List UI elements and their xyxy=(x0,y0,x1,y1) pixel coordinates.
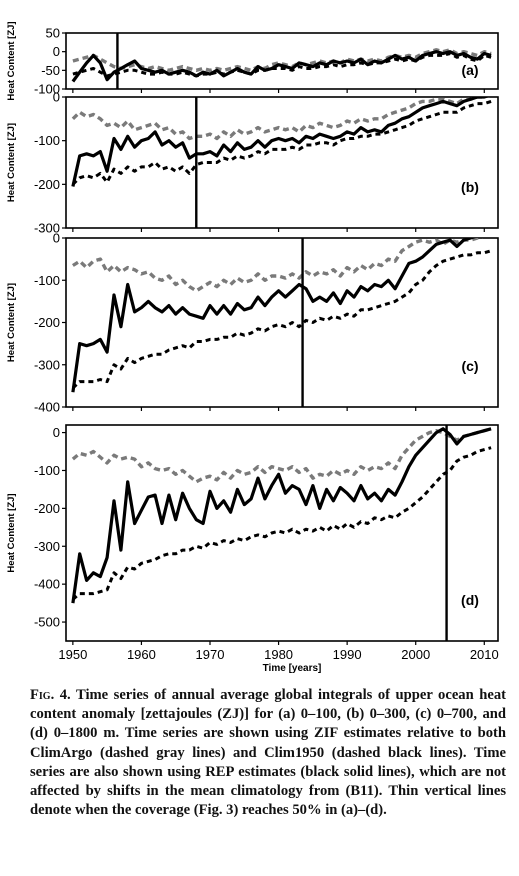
series-line-climargo-dashed-gray xyxy=(71,427,492,484)
y-tick-label: -100 xyxy=(34,463,60,478)
series-line-climargo-dashed-gray xyxy=(72,48,492,73)
y-tick-label: -100 xyxy=(34,133,60,148)
x-tick-label: 1950 xyxy=(58,647,87,662)
series-line-climargo-dashed-gray xyxy=(71,97,490,141)
y-axis-label: Heat Content [ZJ] xyxy=(6,283,17,362)
panel-frame xyxy=(65,237,499,408)
panel-frame xyxy=(65,424,499,642)
series-line-clim1950-dashed-black xyxy=(71,446,492,601)
series-line-rep-solid-black xyxy=(71,97,490,187)
y-tick-label: -300 xyxy=(34,221,60,236)
y-axis-label: Heat Content [ZJ] xyxy=(6,21,17,100)
y-tick-label: -300 xyxy=(34,357,60,372)
y-tick-label: 0 xyxy=(53,425,60,440)
x-tick-label: 2000 xyxy=(401,647,430,662)
series-line-rep-solid-black xyxy=(71,50,492,83)
panel-d: 0 -100 -200 -300 -400 -500 1950 1960 1970 1980 199… xyxy=(6,424,499,674)
x-tick-label: 1980 xyxy=(264,647,293,662)
figure-caption: Fig. 4. Time series of annual average gl… xyxy=(30,686,506,820)
y-tick-label: 50 xyxy=(46,26,60,41)
series-line-clim1950-dashed-black xyxy=(71,249,492,390)
panel-c: 0 -100 -200 -300 -400 Heat Content [ZJ] (c) xyxy=(6,231,499,415)
y-tick-label: -300 xyxy=(34,539,60,554)
x-axis-label: Time [years] xyxy=(263,663,322,674)
x-tick-label: 1960 xyxy=(127,647,156,662)
x-tick-label: 1990 xyxy=(333,647,362,662)
caption-text: Time series of annual average global int… xyxy=(30,687,506,819)
y-tick-label: -500 xyxy=(34,615,60,630)
series-line-climargo-dashed-gray xyxy=(71,238,484,293)
series-line-clim1950-dashed-black xyxy=(71,99,492,186)
caption-figure-label: Fig. 4. xyxy=(30,687,71,703)
y-tick-label: -400 xyxy=(34,400,60,415)
y-tick-label: -400 xyxy=(34,577,60,592)
y-tick-label: 0 xyxy=(53,44,60,59)
series-line-rep-solid-black xyxy=(71,427,492,604)
panel-frame xyxy=(65,96,499,229)
panel-label: (d) xyxy=(461,592,479,608)
panel-label: (c) xyxy=(461,358,478,374)
y-tick-label: -100 xyxy=(34,82,60,97)
y-tick-label: 0 xyxy=(53,231,60,246)
y-tick-label: -100 xyxy=(34,273,60,288)
y-tick-label: -200 xyxy=(34,177,60,192)
panel-a: 50 0 -50 -100 Heat Content [ZJ] (a) xyxy=(6,21,499,101)
y-tick-label: -200 xyxy=(34,501,60,516)
x-tick-label: 1970 xyxy=(196,647,225,662)
y-axis-label: Heat Content [ZJ] xyxy=(6,123,17,202)
x-tick-label: 2010 xyxy=(470,647,499,662)
panel-frame xyxy=(65,32,499,90)
y-axis-label: Heat Content [ZJ] xyxy=(6,493,17,572)
series-line-rep-solid-black xyxy=(71,238,477,393)
y-tick-label: -50 xyxy=(41,63,60,78)
y-tick-label: 0 xyxy=(53,90,60,105)
y-tick-label: -200 xyxy=(34,315,60,330)
panel-label: (b) xyxy=(461,179,479,195)
panel-b: 0 -100 -200 -300 Heat Content [ZJ] (b) xyxy=(6,90,499,236)
panel-label: (a) xyxy=(461,62,478,78)
